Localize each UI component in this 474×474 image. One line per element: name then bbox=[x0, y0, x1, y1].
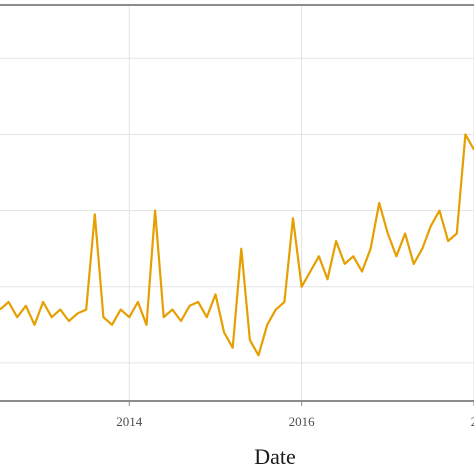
series-line bbox=[0, 133, 474, 357]
x-axis-title: Date bbox=[254, 444, 296, 469]
gridlines bbox=[0, 5, 474, 401]
x-tick-label-2: 2 bbox=[471, 414, 474, 429]
x-tick-label-0: 2014 bbox=[116, 414, 143, 429]
x-tick-label-1: 2016 bbox=[289, 414, 316, 429]
plot-background bbox=[0, 5, 474, 401]
x-axis-ticks: 2014 2016 2 bbox=[116, 401, 474, 429]
